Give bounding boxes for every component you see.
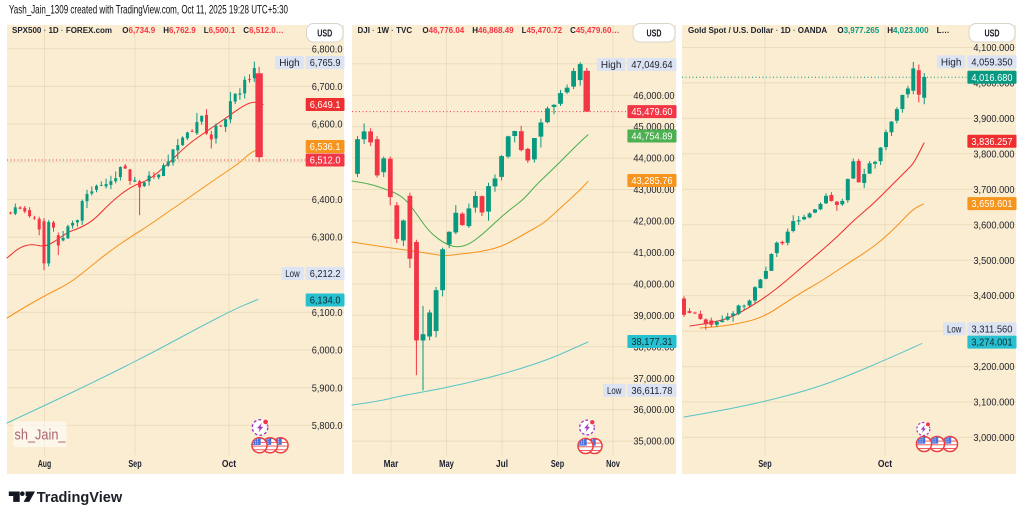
svg-text:38,177.31: 38,177.31 — [631, 336, 672, 348]
svg-text:3,900.000: 3,900.000 — [973, 113, 1014, 125]
svg-text:35,000.00: 35,000.00 — [633, 436, 674, 448]
svg-text:Oct: Oct — [878, 459, 893, 470]
svg-text:40,000.00: 40,000.00 — [633, 279, 674, 291]
svg-text:6,512.0: 6,512.0 — [310, 155, 341, 167]
svg-text:6,700.0: 6,700.0 — [312, 81, 343, 93]
svg-text:Gold Spot / U.S. Dollar · 1D ·: Gold Spot / U.S. Dollar · 1D · OANDA O3,… — [688, 26, 949, 35]
svg-text:37,000.00: 37,000.00 — [633, 373, 674, 385]
svg-text:6,100.0: 6,100.0 — [312, 307, 343, 319]
svg-text:43,000.00: 43,000.00 — [633, 184, 674, 196]
svg-text:DJI · 1W · TVC O46,776.04 H46: DJI · 1W · TVC O46,776.04 H46,868.49 L45… — [358, 26, 620, 35]
svg-text:3,274.001: 3,274.001 — [971, 337, 1012, 349]
svg-text:6,765.9: 6,765.9 — [310, 57, 341, 69]
svg-text:Aug: Aug — [38, 459, 51, 470]
svg-text:39,000.00: 39,000.00 — [633, 310, 674, 322]
svg-text:42,000.00: 42,000.00 — [633, 216, 674, 228]
svg-text:44,000.00: 44,000.00 — [633, 153, 674, 165]
svg-text:3,836.257: 3,836.257 — [971, 136, 1012, 148]
svg-text:6,300.0: 6,300.0 — [312, 232, 343, 244]
svg-text:Sep: Sep — [128, 459, 141, 470]
svg-text:TradingView: TradingView — [37, 490, 123, 506]
svg-text:Sep: Sep — [758, 459, 771, 470]
svg-text:6,800.0: 6,800.0 — [312, 43, 343, 55]
svg-text:3,200.000: 3,200.000 — [973, 361, 1014, 373]
svg-text:45,479.60: 45,479.60 — [631, 106, 672, 118]
svg-text:6,400.0: 6,400.0 — [312, 194, 343, 206]
svg-text:43,285.76: 43,285.76 — [631, 175, 672, 187]
svg-text:Sep: Sep — [551, 459, 564, 470]
svg-text:5,900.0: 5,900.0 — [312, 382, 343, 394]
svg-text:36,000.00: 36,000.00 — [633, 404, 674, 416]
svg-text:47,049.64: 47,049.64 — [631, 59, 672, 71]
svg-text:3,000.000: 3,000.000 — [973, 432, 1014, 444]
svg-text:6,649.1: 6,649.1 — [310, 99, 341, 111]
svg-text:Nov: Nov — [606, 459, 620, 470]
svg-text:4,016.680: 4,016.680 — [971, 72, 1012, 84]
svg-text:Yash_Jain_1309 created with Tr: Yash_Jain_1309 created with TradingView.… — [9, 3, 288, 17]
svg-text:6,536.1: 6,536.1 — [310, 141, 341, 153]
svg-text:sh_Jain_: sh_Jain_ — [15, 427, 67, 444]
svg-text:Oct: Oct — [222, 459, 237, 470]
svg-text:6,134.0: 6,134.0 — [310, 295, 341, 307]
svg-text:3,700.000: 3,700.000 — [973, 184, 1014, 196]
svg-text:USD: USD — [317, 28, 332, 39]
svg-text:3,800.000: 3,800.000 — [973, 148, 1014, 160]
svg-text:USD: USD — [647, 28, 662, 39]
svg-text:6,000.0: 6,000.0 — [312, 345, 343, 357]
svg-text:3,311.560: 3,311.560 — [971, 323, 1012, 335]
svg-text:3,659.601: 3,659.601 — [971, 198, 1012, 210]
svg-text:May: May — [439, 459, 454, 470]
svg-text:Low: Low — [285, 268, 300, 280]
svg-text:3,400.000: 3,400.000 — [973, 290, 1014, 302]
svg-text:6,600.0: 6,600.0 — [312, 119, 343, 131]
svg-text:3,500.000: 3,500.000 — [973, 255, 1014, 267]
svg-text:SPX500 · 1D · FOREX.com O6,73: SPX500 · 1D · FOREX.com O6,734.9 H6,762.… — [12, 26, 284, 35]
svg-text:Low: Low — [607, 385, 622, 397]
svg-text:Low: Low — [947, 323, 962, 335]
svg-text:High: High — [601, 59, 622, 71]
svg-text:USD: USD — [985, 28, 1000, 39]
svg-text:6,212.2: 6,212.2 — [310, 268, 341, 280]
svg-text:5,800.0: 5,800.0 — [312, 420, 343, 432]
svg-text:36,611.78: 36,611.78 — [631, 385, 672, 397]
svg-text:41,000.00: 41,000.00 — [633, 247, 674, 259]
svg-text:Mar: Mar — [384, 459, 399, 470]
svg-text:Jul: Jul — [496, 459, 508, 470]
svg-text:3,100.000: 3,100.000 — [973, 397, 1014, 409]
svg-text:High: High — [941, 57, 962, 69]
svg-text:4,059.350: 4,059.350 — [971, 57, 1012, 69]
svg-text:4,100.000: 4,100.000 — [973, 42, 1014, 54]
svg-text:3,600.000: 3,600.000 — [973, 219, 1014, 231]
svg-text:44,754.89: 44,754.89 — [631, 131, 672, 143]
svg-text:46,000.00: 46,000.00 — [633, 90, 674, 102]
svg-text:High: High — [279, 57, 300, 69]
